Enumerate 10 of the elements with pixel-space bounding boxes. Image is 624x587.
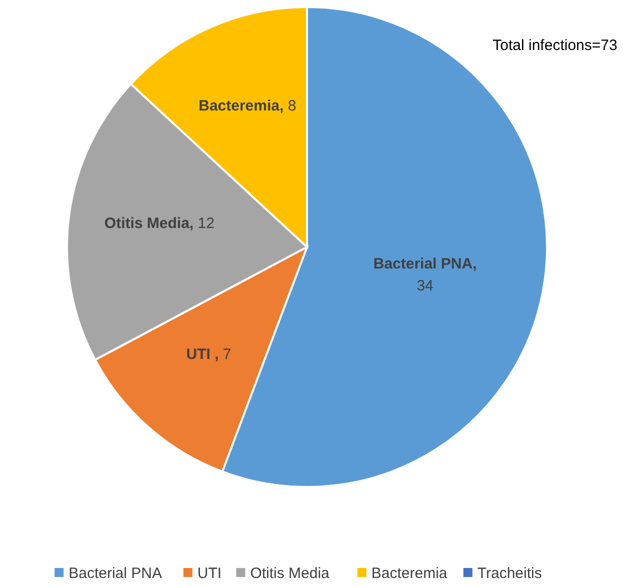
data-label: Otitis Media, 12	[104, 214, 214, 232]
legend-label: Bacterial PNA	[68, 565, 162, 582]
data-label: UTI , 7	[186, 346, 232, 363]
text: Total infections=73	[492, 37, 618, 54]
data-label: Bacterial PNA, 34	[373, 256, 477, 295]
legend-label: UTI	[197, 565, 222, 582]
legend-label: Bacteremia	[371, 565, 448, 582]
data-label: Bacteremia, 8	[198, 98, 296, 115]
legend-label: Otitis Media	[250, 565, 330, 582]
legend-label: Tracheitis	[477, 565, 542, 582]
